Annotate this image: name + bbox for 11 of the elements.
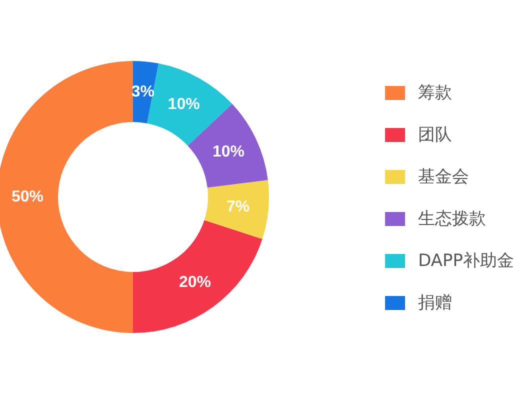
- data-label: 20%: [178, 274, 212, 291]
- data-label: 50%: [11, 188, 44, 206]
- data-label: 10%: [168, 96, 200, 114]
- legend-label: 捐赠: [418, 293, 452, 313]
- legend-label: 基金会: [418, 167, 470, 187]
- legend-label: 团队: [418, 125, 452, 145]
- legend-label: 生态拨款: [418, 209, 486, 229]
- legend-label: DAPP补助金: [418, 251, 514, 271]
- data-label: 7%: [226, 198, 250, 216]
- data-label: 10%: [212, 144, 244, 161]
- legend-label: 筹款: [418, 83, 452, 103]
